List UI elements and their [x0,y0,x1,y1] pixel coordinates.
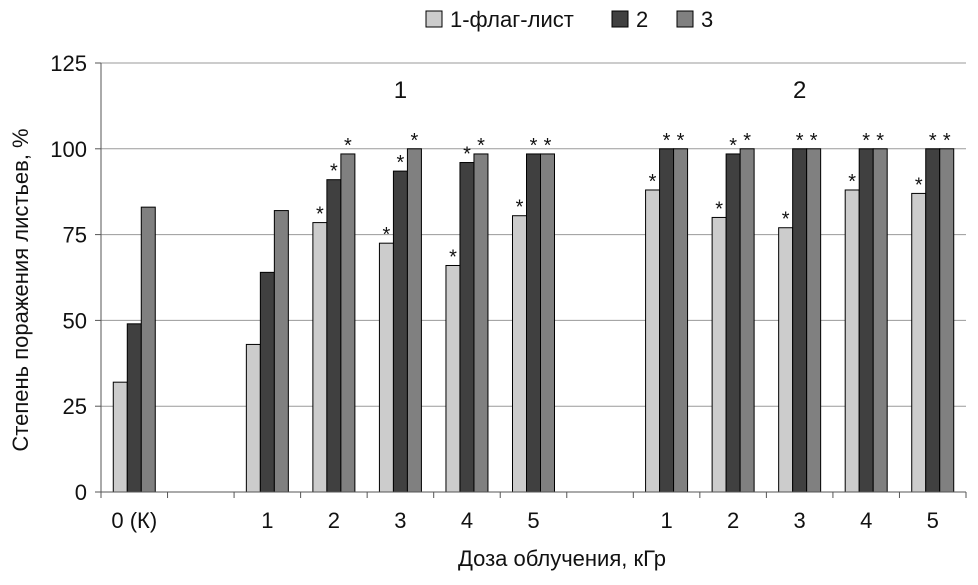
x-tick-label: 3 [794,508,806,533]
significance-star: * [344,135,352,157]
bar [792,148,808,493]
bar [445,264,461,493]
significance-star: * [397,152,405,174]
significance-star: * [411,130,419,152]
significance-star: * [663,130,671,152]
legend: 1-флаг-лист 2 3 [425,7,713,32]
significance-star: * [862,130,870,152]
y-tick-label: 125 [50,51,87,76]
significance-star: * [330,161,338,183]
bar [326,179,342,493]
y-tick-label: 50 [63,308,87,333]
significance-star: * [544,135,552,157]
bar [112,381,128,493]
significance-star: * [316,204,324,226]
significance-star: * [530,135,538,157]
bar [844,189,860,493]
bar [858,148,874,493]
group-label: 2 [793,77,806,104]
bar [512,215,527,493]
bar [526,153,541,493]
bar [540,153,555,493]
legend-label: 3 [701,7,713,32]
significance-star: * [449,246,457,268]
bar [645,189,661,493]
significance-star: * [876,130,884,152]
legend-label: 2 [636,7,648,32]
significance-star: * [729,135,737,157]
y-tick-labels: 0 25 50 75 100 125 [50,51,101,505]
bar [459,162,475,493]
bar [245,343,261,493]
bar [911,192,927,493]
group-label: 1 [394,77,407,104]
significance-star: * [848,171,856,193]
legend-swatch [425,10,443,28]
bar [140,206,156,493]
bar [473,153,489,493]
x-tick-label: 4 [461,508,473,533]
bar [925,148,941,493]
bar [711,216,727,493]
bar [340,153,356,493]
bar [659,148,675,493]
significance-star: * [796,130,804,152]
bar [312,222,328,493]
x-tick-label: 1 [261,508,273,533]
y-tick-label: 25 [63,394,87,419]
significance-star: * [715,198,723,220]
significance-star: * [743,130,751,152]
significance-star: * [915,174,923,196]
x-axis-title: Доза облучения, кГр [458,546,666,571]
bar [392,170,408,493]
x-tick-label: 4 [860,508,872,533]
significance-star: * [516,197,524,219]
bar [259,271,275,493]
x-tick-label: 0 (К) [111,508,157,533]
bar [739,148,755,493]
significance-star: * [782,209,790,231]
bar [673,148,689,493]
significance-markers: * * * * * * * * * * * * * * * * * * * * * * * * * * * [316,130,951,269]
significance-star: * [463,144,471,166]
x-tick-label: 3 [394,508,406,533]
significance-star: * [943,130,951,152]
y-tick-label: 0 [75,480,87,505]
x-tick-label: 2 [727,508,739,533]
bar [126,323,142,493]
x-tick-label: 1 [660,508,672,533]
y-tick-label: 75 [63,223,87,248]
significance-star: * [477,135,485,157]
bar [378,242,394,493]
bar [806,148,822,493]
x-tick-label: 2 [328,508,340,533]
legend-swatch [676,10,694,28]
bar [406,148,422,493]
bar [939,148,955,493]
significance-star: * [810,130,818,152]
bar [725,153,741,493]
y-axis-title: Степень поражения листьев, % [8,128,33,451]
bar [273,210,289,493]
significance-star: * [383,224,391,246]
x-tick-label: 5 [527,508,539,533]
significance-star: * [649,171,657,193]
significance-star: * [929,130,937,152]
axes [100,63,966,493]
legend-label: 1-флаг-лист [450,7,574,32]
x-tick-label: 5 [927,508,939,533]
legend-swatch [611,10,629,28]
significance-star: * [677,130,685,152]
y-tick-label: 100 [50,137,87,162]
bar [778,227,794,493]
x-tick-labels: 0 (К) 1 2 3 4 5 1 2 3 4 5 [100,492,967,533]
bar [872,148,888,493]
